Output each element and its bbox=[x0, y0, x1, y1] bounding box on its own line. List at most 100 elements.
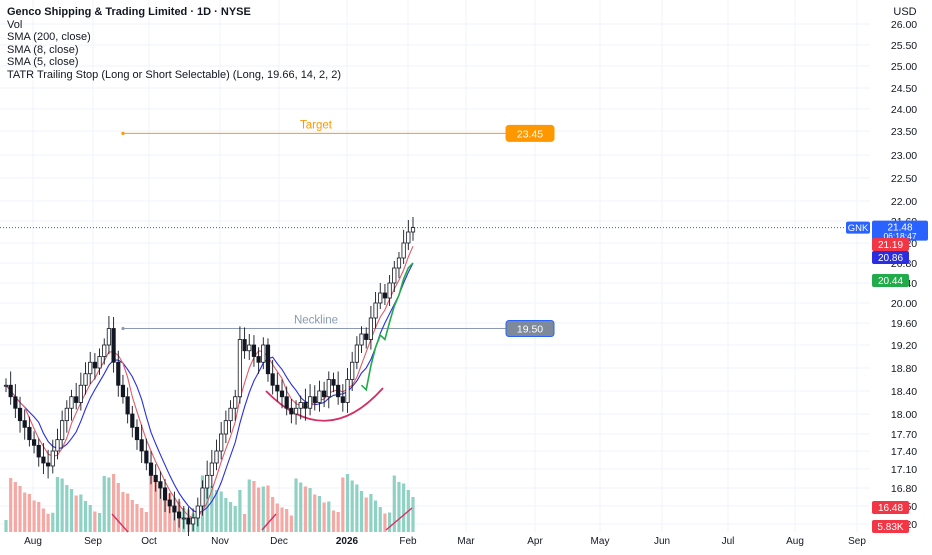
candle-body bbox=[186, 517, 191, 525]
candle-body bbox=[279, 390, 285, 398]
candle-body bbox=[219, 433, 224, 452]
volume-bar bbox=[275, 503, 279, 532]
y-tick-label: 22.50 bbox=[891, 173, 917, 185]
candle-body bbox=[326, 379, 331, 398]
candle-body bbox=[307, 396, 313, 409]
volume-bar bbox=[336, 512, 340, 532]
candle-body bbox=[270, 373, 275, 386]
candle-body bbox=[78, 384, 83, 403]
volume-bar bbox=[308, 488, 312, 532]
candle-body bbox=[176, 511, 182, 519]
volume-bar bbox=[378, 507, 382, 532]
legend-line-sma5[interactable]: SMA (5, close) bbox=[7, 56, 79, 68]
volume-bar bbox=[219, 491, 223, 532]
volume-trend-line bbox=[111, 513, 129, 533]
sma-5-line bbox=[5, 245, 414, 519]
legend-line-sma8[interactable]: SMA (8, close) bbox=[7, 43, 79, 56]
candle-body bbox=[392, 267, 397, 284]
candle-body bbox=[406, 231, 411, 244]
candle-body bbox=[13, 396, 18, 409]
volume-bar bbox=[257, 487, 261, 532]
volume-bar bbox=[228, 502, 233, 532]
candle-body bbox=[162, 487, 168, 501]
candle-body bbox=[256, 356, 261, 363]
candle-body bbox=[120, 384, 126, 398]
candle-body bbox=[368, 317, 373, 340]
volume-bar bbox=[27, 494, 31, 532]
candle-body bbox=[373, 302, 378, 319]
legend-line-vol[interactable]: Vol bbox=[7, 18, 23, 31]
volume-bar bbox=[322, 502, 326, 532]
candle-body bbox=[247, 344, 252, 352]
trailing-stop-label: 20.44 bbox=[878, 276, 903, 287]
candles bbox=[3, 217, 416, 536]
volume-bar bbox=[46, 513, 50, 532]
legend-line-sma200[interactable]: SMA (200, close) bbox=[7, 31, 91, 43]
candle-body bbox=[265, 344, 271, 375]
candle-body bbox=[69, 396, 74, 409]
candle-body bbox=[340, 396, 345, 403]
neckline-label: Neckline bbox=[294, 315, 338, 327]
volume-bar bbox=[102, 476, 106, 532]
x-tick-label: 2026 bbox=[336, 536, 359, 547]
candle-body bbox=[8, 384, 13, 398]
candle-body bbox=[158, 481, 163, 489]
countdown-timer: 06:18:47 bbox=[883, 231, 916, 241]
volume-bar bbox=[65, 485, 69, 532]
volume-bar bbox=[116, 483, 120, 532]
y-tick-label: 19.60 bbox=[891, 318, 917, 330]
candle-body bbox=[200, 487, 205, 507]
volume-bar bbox=[93, 511, 97, 532]
y-tick-label: 24.00 bbox=[891, 104, 917, 116]
volume-bar bbox=[74, 495, 78, 532]
y-tick-label: 17.10 bbox=[891, 464, 917, 476]
volume-bar bbox=[144, 512, 148, 532]
volume-bar bbox=[4, 520, 8, 532]
current-price-value: 21.48 bbox=[887, 223, 912, 234]
candle-body bbox=[195, 505, 200, 519]
candle-body bbox=[233, 396, 238, 409]
sma-8-line bbox=[5, 262, 414, 514]
volume-bar bbox=[210, 486, 214, 532]
volume-bars bbox=[4, 474, 415, 532]
candle-body bbox=[97, 356, 102, 369]
volume-bar bbox=[247, 479, 251, 532]
symbol-tag bbox=[846, 221, 870, 234]
candle-body bbox=[378, 292, 383, 304]
volume-bar bbox=[289, 515, 293, 532]
volume-bar bbox=[83, 501, 88, 532]
volume-bar bbox=[252, 481, 256, 532]
y-tick-label: 16.80 bbox=[891, 483, 917, 495]
legend-title[interactable]: Genco Shipping & Trading Limited · 1D · … bbox=[7, 6, 251, 18]
candle-body bbox=[148, 462, 154, 476]
legend-line-tatr[interactable]: TATR Trailing Stop (Long or Short Select… bbox=[7, 68, 342, 81]
candle-body bbox=[298, 402, 303, 409]
candle-body bbox=[293, 407, 299, 415]
candle-body bbox=[41, 456, 46, 464]
candle-body bbox=[17, 407, 23, 422]
volume-bar bbox=[224, 498, 228, 532]
volume-bar bbox=[345, 474, 350, 532]
volume-sma-label-box bbox=[872, 501, 909, 514]
target-label: Target bbox=[300, 119, 333, 131]
volume-bar bbox=[369, 494, 373, 532]
currency-label: USD bbox=[893, 6, 916, 18]
volume-bar bbox=[23, 492, 27, 532]
x-tick-label: May bbox=[591, 536, 610, 547]
y-tick-label: 26.00 bbox=[891, 19, 917, 31]
candle-body bbox=[88, 361, 93, 375]
candle-body bbox=[322, 390, 327, 398]
symbol-label: GNK bbox=[848, 223, 869, 234]
trailing-stop-label-box bbox=[872, 274, 909, 287]
y-tick-label: 23.50 bbox=[891, 126, 917, 138]
volume-bar bbox=[294, 478, 298, 532]
candle-body bbox=[139, 439, 144, 452]
volume-bar bbox=[55, 477, 60, 532]
volume-label: 5.83K bbox=[877, 522, 903, 533]
candle-body bbox=[275, 384, 280, 392]
candle-body bbox=[167, 499, 172, 507]
volume-bar bbox=[242, 514, 247, 532]
volume-bar bbox=[397, 482, 401, 532]
